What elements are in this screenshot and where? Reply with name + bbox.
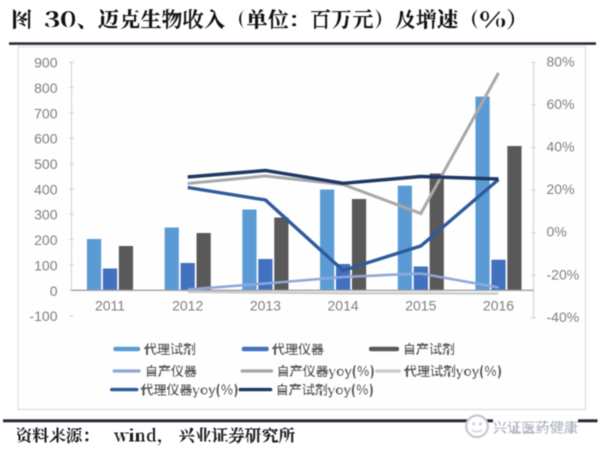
svg-text:100: 100 xyxy=(34,257,58,273)
svg-text:2016: 2016 xyxy=(483,298,514,314)
svg-text:0: 0 xyxy=(50,283,58,299)
svg-text:20%: 20% xyxy=(547,181,575,197)
svg-text:0%: 0% xyxy=(547,224,567,240)
svg-text:80%: 80% xyxy=(547,53,575,69)
svg-text:200: 200 xyxy=(34,232,58,248)
svg-text:2014: 2014 xyxy=(328,298,359,314)
svg-text:2011: 2011 xyxy=(95,298,125,314)
svg-text:2012: 2012 xyxy=(172,298,203,314)
svg-text:300: 300 xyxy=(34,207,58,223)
svg-text:800: 800 xyxy=(34,80,58,96)
svg-text:60%: 60% xyxy=(547,96,575,112)
svg-text:-20%: -20% xyxy=(547,266,580,282)
svg-text:700: 700 xyxy=(34,105,58,121)
svg-text:500: 500 xyxy=(34,156,58,172)
svg-text:2013: 2013 xyxy=(250,298,281,314)
svg-text:2015: 2015 xyxy=(405,298,436,314)
svg-text:400: 400 xyxy=(34,181,58,197)
svg-text:40%: 40% xyxy=(547,139,575,155)
svg-text:900: 900 xyxy=(34,55,58,71)
svg-text:600: 600 xyxy=(34,131,58,147)
svg-text:-40%: -40% xyxy=(547,309,580,325)
svg-text:-100: -100 xyxy=(29,308,57,324)
